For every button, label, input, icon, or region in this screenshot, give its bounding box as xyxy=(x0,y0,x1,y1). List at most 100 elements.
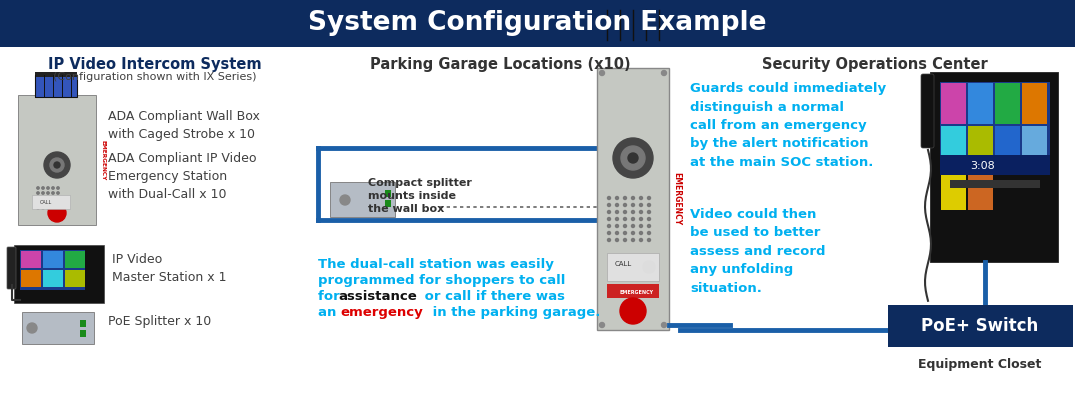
Text: EMERGENCY: EMERGENCY xyxy=(672,172,680,225)
Circle shape xyxy=(643,261,655,273)
Circle shape xyxy=(640,204,643,206)
Text: Compact splitter
mounts inside
the wall box: Compact splitter mounts inside the wall … xyxy=(368,178,472,214)
Bar xyxy=(32,195,70,209)
Circle shape xyxy=(616,224,618,227)
Circle shape xyxy=(47,197,49,199)
Circle shape xyxy=(340,195,350,205)
Circle shape xyxy=(624,224,627,227)
Circle shape xyxy=(52,192,54,194)
Circle shape xyxy=(37,192,39,194)
Text: in the parking garage.: in the parking garage. xyxy=(428,306,600,319)
Bar xyxy=(930,72,1058,262)
Circle shape xyxy=(624,218,627,220)
Bar xyxy=(995,83,1020,124)
Circle shape xyxy=(607,210,611,214)
Circle shape xyxy=(37,207,39,209)
Bar xyxy=(597,68,669,330)
Text: 3:08: 3:08 xyxy=(970,161,994,171)
Circle shape xyxy=(607,224,611,227)
Circle shape xyxy=(616,231,618,235)
Bar xyxy=(22,270,41,287)
Text: CALL: CALL xyxy=(40,200,53,206)
Circle shape xyxy=(57,187,59,189)
Circle shape xyxy=(640,224,643,227)
Circle shape xyxy=(620,298,646,324)
Circle shape xyxy=(616,210,618,214)
Text: Security Operations Center: Security Operations Center xyxy=(762,57,988,72)
Circle shape xyxy=(607,218,611,220)
Text: emergency: emergency xyxy=(340,306,422,319)
Bar xyxy=(607,12,659,28)
Circle shape xyxy=(37,202,39,204)
Bar xyxy=(14,245,104,303)
FancyBboxPatch shape xyxy=(8,247,16,289)
Bar xyxy=(20,250,85,290)
Circle shape xyxy=(631,231,634,235)
Circle shape xyxy=(600,322,604,328)
Bar xyxy=(1022,83,1047,124)
Circle shape xyxy=(44,152,70,178)
Circle shape xyxy=(37,187,39,189)
Circle shape xyxy=(54,162,60,168)
Circle shape xyxy=(616,197,618,200)
Text: assistance: assistance xyxy=(338,290,417,303)
Circle shape xyxy=(607,197,611,200)
Bar xyxy=(35,75,77,97)
Circle shape xyxy=(52,202,54,204)
Circle shape xyxy=(631,239,634,241)
Circle shape xyxy=(647,197,650,200)
Bar xyxy=(995,126,1020,167)
Circle shape xyxy=(51,158,64,172)
Text: EMERGENCY: EMERGENCY xyxy=(100,140,105,180)
Bar xyxy=(940,82,1050,172)
Circle shape xyxy=(624,204,627,206)
Text: PoE+ Switch: PoE+ Switch xyxy=(921,317,1038,335)
Circle shape xyxy=(647,224,650,227)
Bar xyxy=(80,320,86,327)
Circle shape xyxy=(647,218,650,220)
Circle shape xyxy=(600,71,604,75)
Bar xyxy=(607,284,659,298)
Bar xyxy=(385,200,391,207)
Circle shape xyxy=(621,146,645,170)
Bar xyxy=(385,190,391,197)
Bar xyxy=(43,270,63,287)
Text: System Configuration Example: System Configuration Example xyxy=(309,10,766,37)
Bar xyxy=(1022,126,1047,167)
Bar xyxy=(35,72,77,77)
Bar xyxy=(330,182,395,217)
Text: CALL: CALL xyxy=(615,261,632,267)
Circle shape xyxy=(52,187,54,189)
Circle shape xyxy=(661,71,666,75)
Circle shape xyxy=(607,231,611,235)
Circle shape xyxy=(624,231,627,235)
Circle shape xyxy=(624,239,627,241)
Text: Parking Garage Locations (x10): Parking Garage Locations (x10) xyxy=(370,57,630,72)
Circle shape xyxy=(628,153,637,163)
Text: ADA Compliant IP Video
Emergency Station
with Dual-Call x 10: ADA Compliant IP Video Emergency Station… xyxy=(108,152,257,201)
Circle shape xyxy=(640,210,643,214)
Circle shape xyxy=(607,204,611,206)
Circle shape xyxy=(640,197,643,200)
Circle shape xyxy=(647,239,650,241)
Circle shape xyxy=(616,204,618,206)
Text: Equipment Closet: Equipment Closet xyxy=(918,358,1042,371)
Bar xyxy=(64,251,85,268)
Bar xyxy=(43,251,63,268)
Circle shape xyxy=(631,197,634,200)
Bar xyxy=(80,330,86,337)
Circle shape xyxy=(57,202,59,204)
Bar xyxy=(968,83,993,124)
Circle shape xyxy=(42,187,44,189)
Circle shape xyxy=(616,218,618,220)
Circle shape xyxy=(57,197,59,199)
Text: ADA Compliant Wall Box
with Caged Strobe x 10: ADA Compliant Wall Box with Caged Strobe… xyxy=(108,110,260,141)
Circle shape xyxy=(631,218,634,220)
Circle shape xyxy=(640,218,643,220)
Circle shape xyxy=(47,207,49,209)
Text: for: for xyxy=(318,290,344,303)
Text: (Configuration shown with IX Series): (Configuration shown with IX Series) xyxy=(54,72,257,82)
Circle shape xyxy=(607,239,611,241)
Bar xyxy=(968,169,993,210)
Text: PoE Splitter x 10: PoE Splitter x 10 xyxy=(108,315,212,328)
